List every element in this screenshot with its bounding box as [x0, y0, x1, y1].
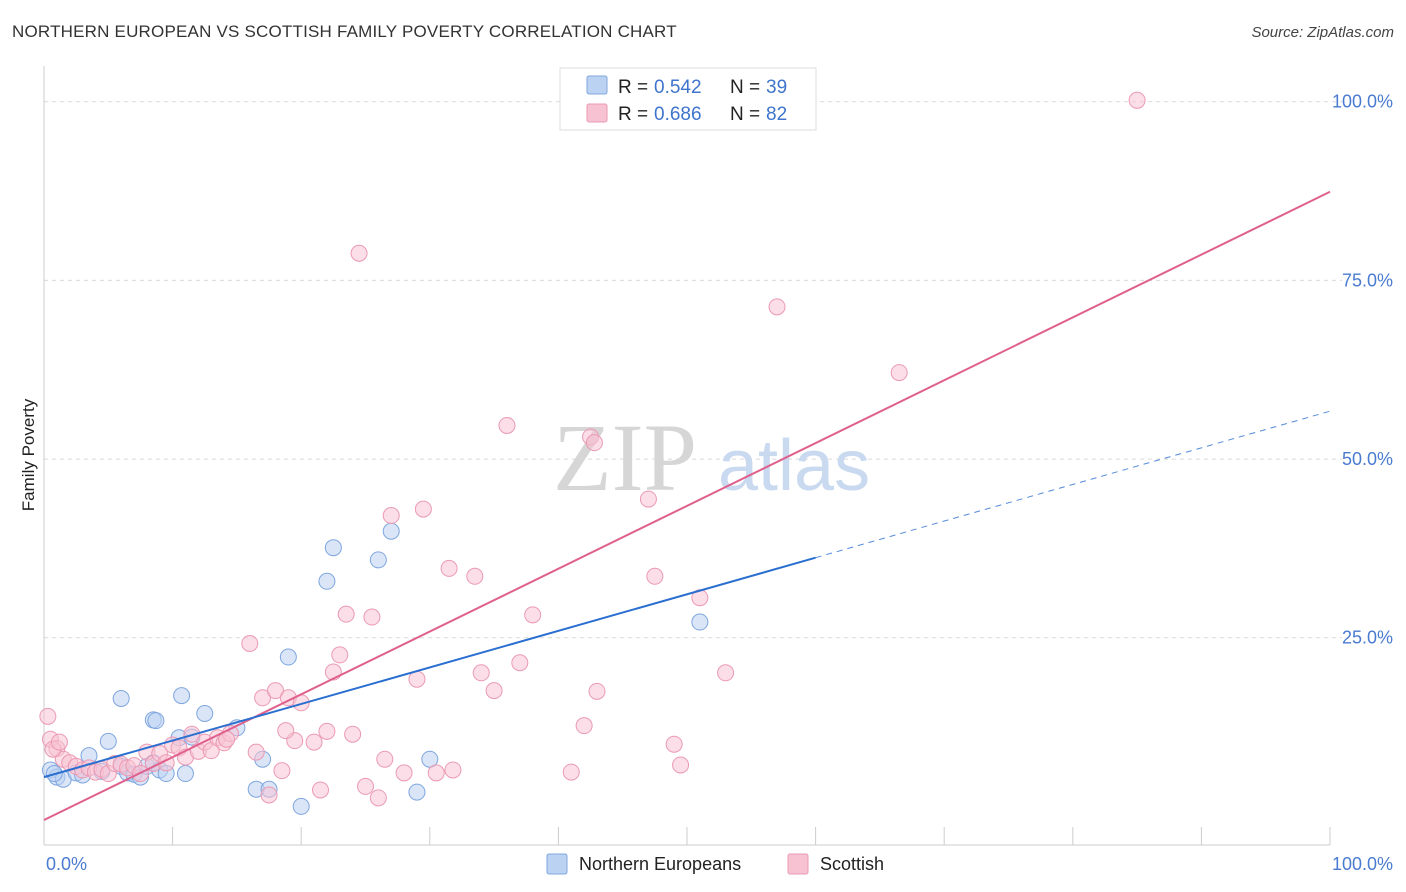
scottish-point	[318, 722, 336, 740]
scottish-point	[376, 750, 394, 768]
legend-n-label-2: N =	[730, 104, 760, 125]
scottish-point	[639, 490, 657, 508]
northern-europeans-point	[173, 687, 191, 705]
scottish-point	[50, 733, 68, 751]
scottish-point	[472, 664, 490, 682]
bottom-legend-label-northern: Northern Europeans	[579, 854, 741, 874]
series-scottish	[39, 91, 1146, 807]
scottish-point	[337, 605, 355, 623]
series-legend: Northern Europeans Scottish	[546, 853, 884, 875]
northern-europeans-point	[196, 704, 214, 722]
scottish-point	[575, 717, 593, 735]
scottish-point	[305, 733, 323, 751]
scottish-point	[311, 781, 329, 799]
y-tick-label-2: 75.0%	[1342, 270, 1393, 290]
northern-europeans-point	[421, 750, 439, 768]
bottom-legend-swatch-blue	[546, 853, 568, 875]
scottish-point	[241, 634, 259, 652]
legend-r-label-2: R =	[618, 104, 648, 125]
x-tick-label-1: 100.0%	[1332, 854, 1393, 874]
chart-title: NORTHERN EUROPEAN VS SCOTTISH FAMILY POV…	[12, 22, 677, 41]
scottish-point	[485, 682, 503, 700]
x-tick-label-0: 0.0%	[46, 854, 87, 874]
y-tick-label-3: 100.0%	[1332, 92, 1393, 112]
x-tick-labels: 0.0% 100.0%	[46, 854, 1393, 874]
scottish-point	[363, 608, 381, 626]
correlation-legend: R = 0.542 N = 39 R = 0.686 N = 82	[559, 67, 817, 131]
scottish-point	[440, 559, 458, 577]
legend-n-value-1: 39	[766, 77, 787, 98]
scottish-point	[414, 500, 432, 518]
legend-n-value-2: 82	[766, 104, 787, 125]
northern-europeans-trend-line	[43, 556, 816, 779]
legend-swatch-pink	[586, 103, 608, 123]
northern-europeans-trend-extension	[815, 410, 1331, 559]
scottish-point	[247, 743, 265, 761]
scottish-point	[498, 416, 516, 434]
scottish-point	[260, 786, 278, 804]
bottom-legend-label-scottish: Scottish	[820, 854, 884, 874]
legend-r-label-1: R =	[618, 77, 648, 98]
scottish-point	[277, 722, 295, 740]
northern-europeans-point	[318, 572, 336, 590]
legend-r-value-2: 0.686	[654, 104, 702, 125]
scottish-point	[344, 725, 362, 743]
scottish-point	[254, 689, 272, 707]
scottish-point	[39, 707, 57, 725]
northern-europeans-point	[369, 551, 387, 569]
scottish-point	[466, 567, 484, 585]
scottish-point	[395, 764, 413, 782]
scottish-point	[1128, 91, 1146, 109]
legend-r-value-1: 0.542	[654, 77, 702, 98]
northern-europeans-point	[279, 648, 297, 666]
y-tick-labels: 25.0% 50.0% 75.0% 100.0%	[1332, 92, 1393, 648]
northern-europeans-point	[99, 732, 117, 750]
scottish-point	[562, 763, 580, 781]
scottish-point	[588, 682, 606, 700]
northern-europeans-point	[292, 797, 310, 815]
scottish-point	[665, 735, 683, 753]
legend-swatch-blue	[586, 75, 608, 95]
y-tick-label-1: 50.0%	[1342, 449, 1393, 469]
scottish-point	[524, 606, 542, 624]
scottish-point	[511, 654, 529, 672]
scottish-point	[273, 762, 291, 780]
northern-europeans-point	[176, 765, 194, 783]
watermark: ZIP atlas	[553, 404, 870, 511]
scottish-point	[717, 664, 735, 682]
northern-europeans-point	[147, 712, 165, 730]
trend-lines	[43, 190, 1331, 821]
scottish-point	[357, 777, 374, 795]
scottish-point	[427, 764, 445, 782]
watermark-atlas: atlas	[718, 426, 870, 506]
scottish-point	[646, 567, 664, 585]
scottish-point	[331, 646, 349, 664]
scottish-point	[585, 434, 603, 452]
northern-europeans-point	[691, 613, 709, 631]
scottish-point	[266, 682, 284, 700]
legend-n-label-1: N =	[730, 77, 760, 98]
scottish-trend-line	[43, 190, 1331, 821]
northern-europeans-point	[382, 522, 400, 540]
y-axis-label: Family Poverty	[19, 398, 38, 511]
watermark-zip: ZIP	[553, 404, 697, 511]
source-credit: Source: ZipAtlas.com	[1251, 24, 1394, 41]
scottish-point	[672, 756, 690, 774]
bottom-legend-swatch-pink	[787, 853, 809, 875]
northern-europeans-point	[408, 783, 426, 801]
scottish-point	[382, 507, 400, 525]
northern-europeans-point	[324, 539, 342, 557]
scottish-point	[768, 298, 786, 316]
y-tick-label-0: 25.0%	[1342, 628, 1393, 648]
gridlines	[44, 101, 1342, 639]
scottish-point	[350, 244, 368, 262]
scottish-point	[369, 789, 387, 807]
scottish-point	[890, 364, 908, 382]
scottish-point	[444, 761, 462, 779]
northern-europeans-point	[112, 689, 130, 707]
